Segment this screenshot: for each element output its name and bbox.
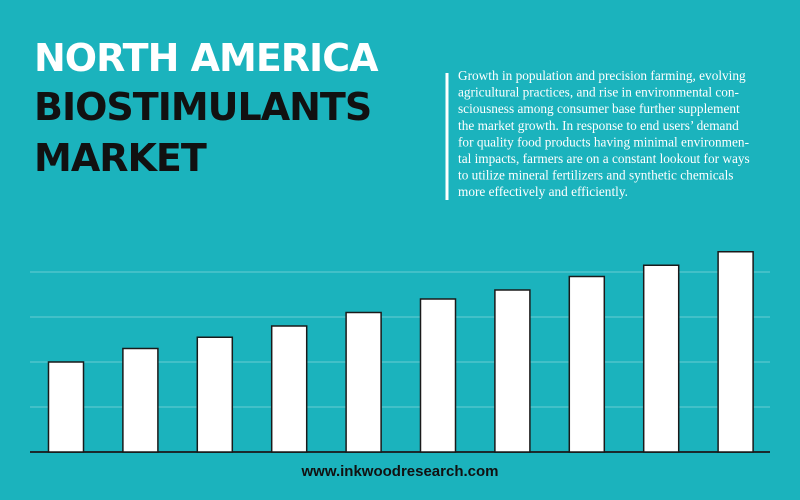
- description-line: agricultural practices, and rise in envi…: [458, 85, 739, 100]
- bar: [47, 361, 85, 453]
- description-line: sciousness among consumer base further s…: [458, 101, 740, 116]
- bar: [122, 347, 159, 453]
- description-line: for quality food products having minimal…: [458, 134, 749, 149]
- title-line: NORTH AMERICA: [34, 36, 379, 80]
- bar: [345, 311, 382, 453]
- bar: [717, 251, 754, 453]
- bar: [270, 325, 308, 453]
- description-line: the market growth. In response to end us…: [458, 118, 739, 133]
- title-line: BIOSTIMULANTS: [34, 85, 371, 129]
- description-line: to utilize mineral fertilizers and synth…: [458, 168, 733, 183]
- bar: [196, 336, 234, 453]
- description-line: Growth in population and precision farmi…: [458, 68, 746, 83]
- bar: [494, 289, 531, 453]
- title-line: MARKET: [34, 136, 207, 180]
- description-line: more effectively and efficiently.: [458, 184, 628, 199]
- bar: [642, 264, 680, 453]
- footer: www.inkwoodresearch.com: [301, 463, 499, 480]
- bar: [419, 298, 457, 453]
- description-line: tal impacts, farmers are on a constant l…: [458, 151, 750, 166]
- bar: [568, 275, 606, 453]
- description: Growth in population and precision farmi…: [458, 68, 750, 199]
